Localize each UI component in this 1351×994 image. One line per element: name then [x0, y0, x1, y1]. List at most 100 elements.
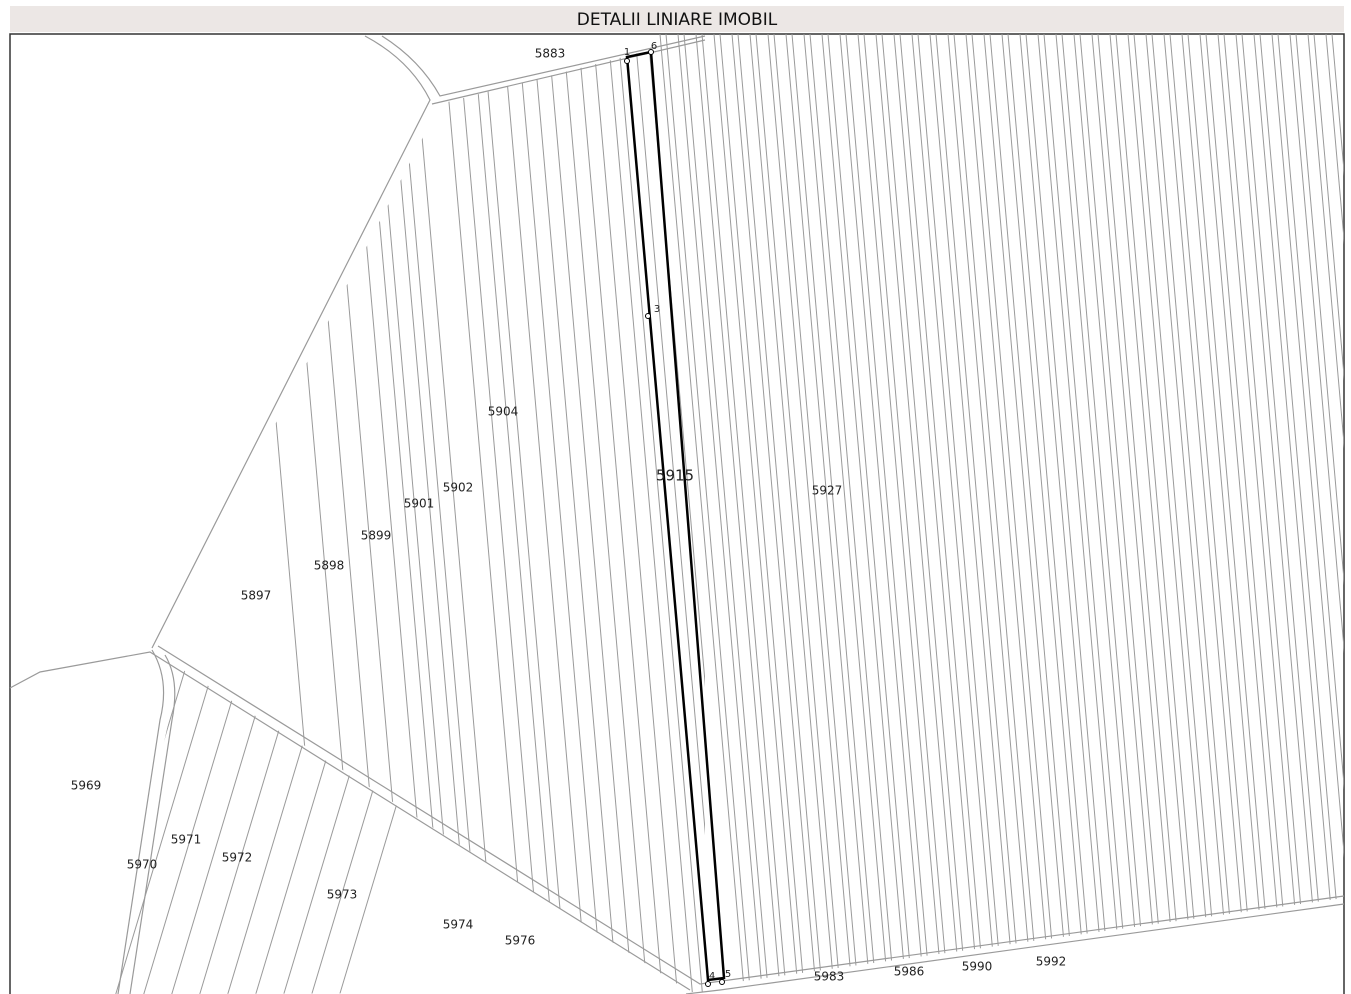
parcel-label: 5897 — [241, 589, 272, 603]
parcel-group — [656, 34, 1344, 984]
highlight-parcel — [625, 50, 726, 982]
parcel-line — [692, 34, 782, 984]
parcel-line — [1016, 34, 1106, 984]
parcel-line — [169, 668, 471, 994]
parcel-line — [1076, 34, 1166, 984]
parcel-line — [1106, 34, 1196, 984]
parcel-line — [1256, 34, 1344, 984]
parcel-line — [110, 668, 247, 994]
parcel-line — [788, 34, 878, 984]
parcel-line — [1250, 34, 1340, 984]
parcel-line — [1322, 34, 1344, 984]
parcel-line — [962, 34, 1052, 984]
parcel-line — [746, 34, 836, 984]
parcel-line — [842, 34, 932, 984]
parcel-line — [1274, 34, 1344, 984]
parcel-label: 5990 — [962, 960, 993, 974]
vertex — [624, 58, 630, 64]
parcel-line — [1328, 34, 1344, 984]
highlight-label: 5915 — [656, 467, 694, 485]
parcel-line — [479, 36, 569, 992]
parcel-line — [998, 34, 1088, 984]
parcel-line — [1004, 34, 1094, 984]
parcel-line — [1094, 34, 1184, 984]
parcel-line — [1058, 34, 1148, 984]
parcel-line — [944, 34, 1034, 984]
parcel-line — [589, 36, 679, 992]
parcel-label: 5973 — [327, 888, 358, 902]
parcel-label: 5972 — [222, 851, 253, 865]
parcel-line — [514, 36, 604, 992]
parcel-line — [770, 34, 860, 984]
parcel-line — [1178, 34, 1268, 984]
parcel-line — [337, 668, 639, 994]
parcel-line — [110, 668, 387, 994]
parcel-line — [836, 34, 926, 984]
parcel-line — [574, 36, 664, 992]
parcel-line — [716, 34, 806, 984]
parcel-line — [469, 36, 559, 992]
parcel-line — [824, 34, 914, 984]
parcel-label: 5992 — [1036, 955, 1067, 969]
vertex-label: 3 — [654, 304, 660, 315]
parcel-line — [1022, 34, 1112, 984]
parcel-line — [872, 34, 962, 984]
parcel-label: 5969 — [71, 779, 102, 793]
parcel-line — [113, 668, 415, 994]
parcel-line — [309, 668, 611, 994]
vertex — [705, 981, 711, 987]
parcel-label: 5901 — [404, 497, 435, 511]
parcel-line — [110, 668, 359, 994]
vertex — [645, 313, 651, 319]
parcel-line — [890, 34, 980, 984]
parcel-label: 5899 — [361, 529, 392, 543]
parcel-line — [1202, 34, 1292, 984]
parcel-line — [631, 36, 705, 992]
parcel-line — [1220, 34, 1310, 984]
parcel-label: 5904 — [488, 405, 519, 419]
parcel-line — [986, 34, 1076, 984]
parcel-line — [1160, 34, 1250, 984]
parcel-line — [800, 34, 890, 984]
parcel-line — [409, 36, 499, 992]
parcel-line — [908, 34, 998, 984]
parcel-line — [860, 34, 950, 984]
parcel-line — [896, 34, 986, 984]
parcel-line — [253, 668, 555, 994]
vertex — [719, 979, 725, 985]
parcel-line — [698, 34, 788, 984]
parcel-label: 5883 — [535, 47, 566, 61]
parcel-line — [141, 668, 443, 994]
vertex-label: 6 — [651, 41, 657, 52]
parcel-line — [1292, 34, 1344, 984]
parcel-line — [614, 36, 704, 992]
parcel-line — [559, 36, 649, 992]
parcel-line — [752, 34, 842, 984]
parcel-line — [1040, 34, 1130, 984]
parcel-line — [818, 34, 908, 984]
parcel-line — [274, 36, 364, 992]
parcel-line — [1214, 34, 1304, 984]
parcel-line — [544, 36, 634, 992]
parcel-line — [1196, 34, 1286, 984]
parcel-line — [1286, 34, 1344, 984]
parcel-line — [394, 36, 484, 992]
vertex — [648, 49, 654, 55]
parcel-line — [499, 36, 589, 992]
parcel-line — [782, 34, 872, 984]
parcel-line — [1310, 34, 1344, 984]
parcel-label: 5983 — [814, 970, 845, 984]
parcel-line — [932, 34, 1022, 984]
parcel-line — [225, 668, 527, 994]
parcel-line — [197, 668, 499, 994]
parcel-line — [662, 34, 752, 984]
parcel-line — [110, 668, 303, 994]
parcel-line — [454, 36, 544, 992]
parcel-line — [529, 36, 619, 992]
parcel-line — [321, 36, 411, 992]
parcel-line — [764, 34, 854, 984]
parcel-line — [950, 34, 1040, 984]
parcel-line — [914, 34, 1004, 984]
parcel-line — [710, 34, 800, 984]
